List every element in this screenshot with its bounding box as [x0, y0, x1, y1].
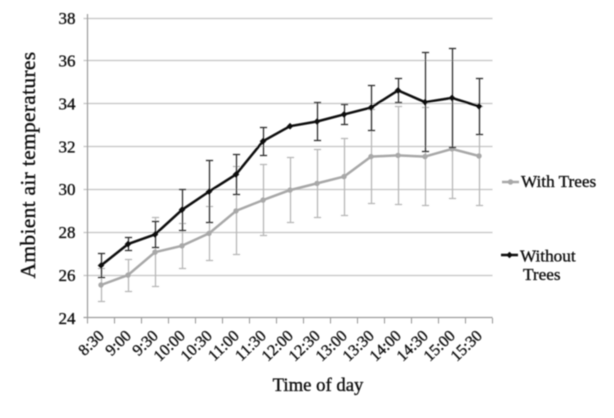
- svg-text:Time of day: Time of day: [273, 375, 364, 396]
- svg-text:Trees: Trees: [523, 265, 561, 284]
- svg-text:Without: Without: [520, 247, 576, 266]
- svg-text:28: 28: [59, 223, 76, 242]
- svg-text:38: 38: [59, 9, 76, 28]
- svg-text:30: 30: [59, 180, 76, 199]
- svg-text:Ambient air temperatures: Ambient air temperatures: [16, 52, 40, 279]
- svg-text:With Trees: With Trees: [521, 172, 597, 191]
- svg-text:34: 34: [59, 95, 77, 114]
- svg-text:24: 24: [59, 309, 77, 328]
- svg-text:26: 26: [59, 266, 76, 285]
- svg-text:32: 32: [59, 137, 76, 156]
- svg-text:36: 36: [59, 52, 76, 71]
